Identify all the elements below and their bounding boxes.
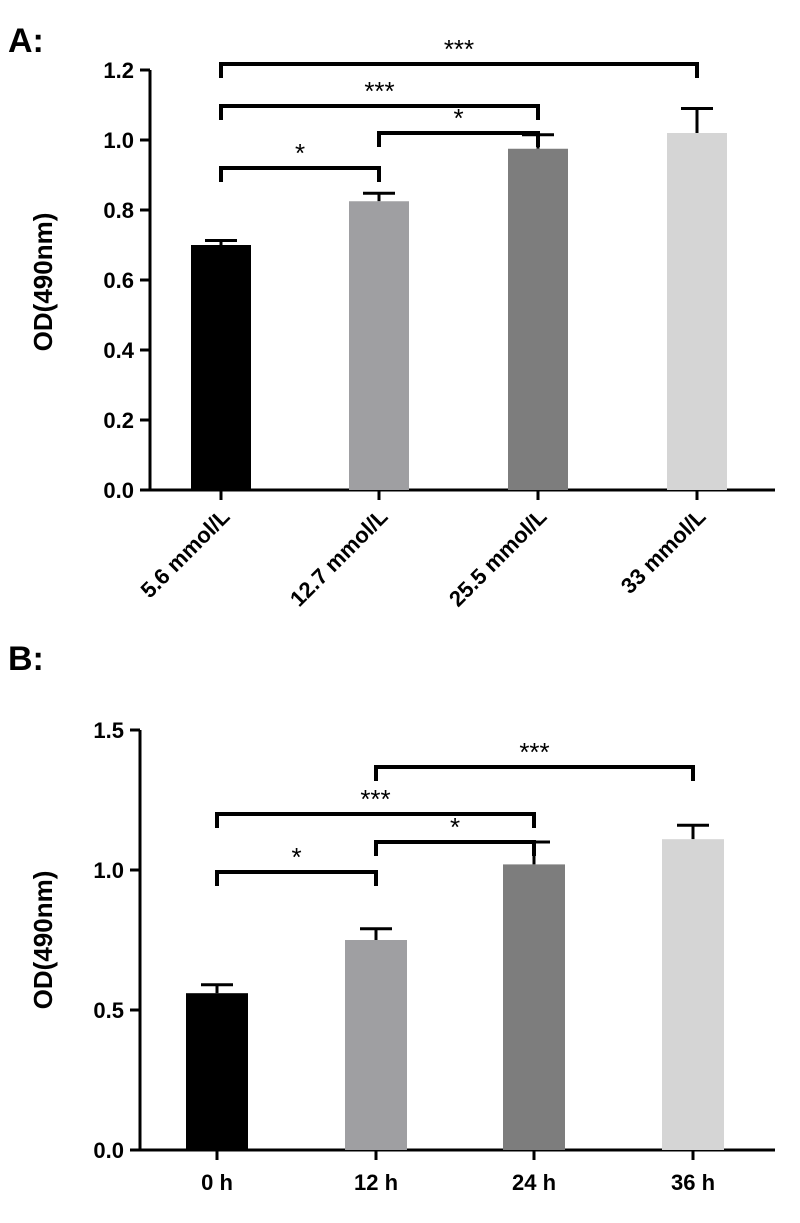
panel-a-x-tick-label: 33 mmol/L xyxy=(616,504,711,599)
panel-b-significance-label: * xyxy=(450,812,460,842)
panel-a-significance-label: * xyxy=(453,103,463,133)
panel-b-y-tick-label: 0.0 xyxy=(93,1138,124,1163)
panel-a-y-tick-label: 0.2 xyxy=(103,408,134,433)
panel-b-significance-label: * xyxy=(291,842,301,872)
panel-b-label: B: xyxy=(8,640,44,678)
panel-b-y-tick-label: 0.5 xyxy=(93,998,124,1023)
panel-b-significance-bracket xyxy=(215,812,536,828)
panel-a-bar xyxy=(349,201,409,490)
panel-a-significance-label: * xyxy=(295,138,305,168)
panel-b-significance-label: *** xyxy=(519,737,549,767)
panel-a-y-tick-label: 1.0 xyxy=(103,128,134,153)
panel-a-x-tick-label: 5.6 mmol/L xyxy=(136,504,235,603)
panel-b-bar xyxy=(503,864,565,1150)
panel-b-x-tick-label: 36 h xyxy=(671,1170,715,1195)
panel-b-significance-bracket xyxy=(215,870,378,886)
panel-b-bar xyxy=(186,993,248,1150)
panel-b-significance-bracket xyxy=(374,765,695,781)
panel-a-significance-bracket xyxy=(219,62,699,78)
panel-a-significance-bracket xyxy=(219,166,381,182)
panel-a-bar xyxy=(191,245,251,490)
panel-b-bar xyxy=(345,940,407,1150)
panel-a-bar xyxy=(508,148,568,490)
panel-b-significance-bracket xyxy=(374,840,536,856)
panel-a-y-tick-label: 1.2 xyxy=(103,58,134,83)
panel-b-bar xyxy=(662,839,724,1150)
panel-a: A: OD(490nm) 0.0 0.2 0.4 0.6 0.8 1.0 1.2 5.6 mm… xyxy=(8,22,775,611)
panel-a-y-tick-label: 0.8 xyxy=(103,198,134,223)
panel-b-plot: 0.00.51.01.50 h 12 h 24 h 36 h******** xyxy=(93,718,775,1195)
panel-b-x-tick-label: 12 h xyxy=(354,1170,398,1195)
panel-b-y-tick-label: 1.5 xyxy=(93,718,124,743)
panel-a-significance-label: *** xyxy=(444,34,474,64)
panel-a-bar xyxy=(667,133,727,490)
panel-a-plot: 0.0 0.2 0.4 0.6 0.8 1.0 1.2 5.6 mmol/L 12.7 mmol… xyxy=(103,34,775,611)
panel-b-ylabel: OD(490nm) xyxy=(28,871,58,1010)
panel-b-x-tick-label: 24 h xyxy=(512,1170,556,1195)
panel-a-x-tick-label: 12.7 mmol/L xyxy=(285,504,393,612)
panel-a-ylabel: OD(490nm) xyxy=(28,213,58,352)
panel-b: B: OD(490nm) 0.0 0.5 1.0 1.5 0 h 12 h 24 h 36 h… xyxy=(8,640,775,1195)
panel-a-significance-bracket xyxy=(377,131,540,147)
panel-a-y-tick-label: 0.6 xyxy=(103,268,134,293)
panel-a-x-tick-label: 25.5 mmol/L xyxy=(444,504,552,612)
panel-a-significance-bracket xyxy=(219,104,540,120)
panel-a-label: A: xyxy=(8,22,44,60)
panel-a-y-tick-label: 0.0 xyxy=(103,478,134,503)
panel-b-significance-label: *** xyxy=(360,784,390,814)
panel-b-y-tick-label: 1.0 xyxy=(93,858,124,883)
panel-a-y-tick-label: 0.4 xyxy=(103,338,134,363)
panel-a-significance-label: *** xyxy=(364,76,394,106)
panel-b-x-tick-label: 0 h xyxy=(201,1170,233,1195)
